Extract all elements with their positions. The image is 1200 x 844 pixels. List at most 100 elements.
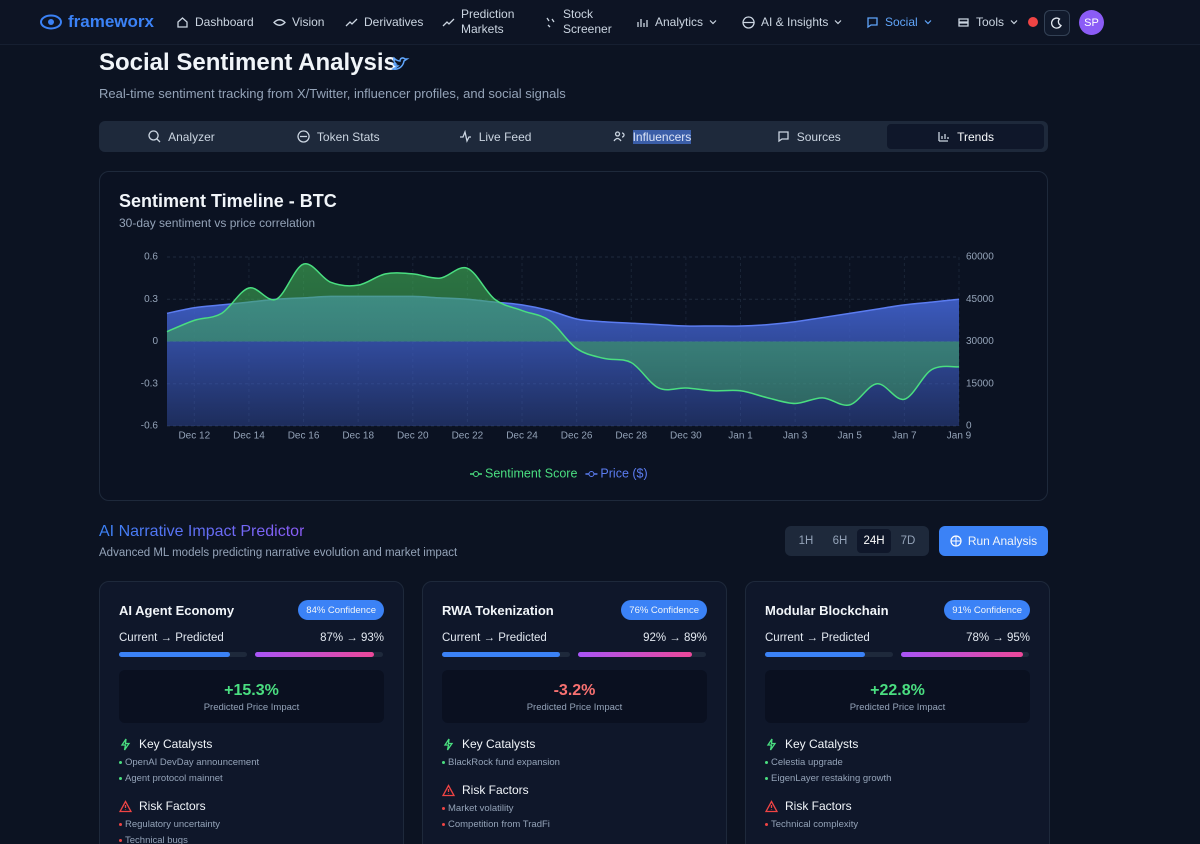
current-track	[119, 652, 247, 657]
current-bar	[119, 652, 231, 657]
chevron-shape	[924, 20, 932, 25]
nav-item[interactable]: Dashboard	[176, 0, 254, 44]
section-heading-text: Key Catalysts	[462, 737, 536, 751]
section-heading: Risk Factors	[442, 783, 707, 797]
icon-shape	[273, 18, 286, 26]
progress-text: 92% → 89%	[643, 632, 707, 644]
icon-shape	[345, 18, 358, 26]
icon	[177, 16, 188, 28]
x-tick-label: Dec 28	[615, 431, 647, 442]
predicted-track	[255, 652, 383, 657]
icon-shape	[442, 18, 455, 26]
theme-toggle[interactable]	[1044, 10, 1070, 36]
impact-box: +15.3% Predicted Price Impact	[119, 670, 384, 723]
icon	[442, 783, 455, 796]
x-tick-label: Dec 26	[561, 431, 593, 442]
tab-label: Trends	[957, 129, 995, 144]
brand[interactable]: frameworx	[68, 12, 154, 31]
y-tick-label: -0.3	[141, 378, 159, 389]
section-title: AI Narrative Impact Predictor	[99, 523, 305, 540]
chevron-shape	[1010, 20, 1018, 25]
list-text: BlackRock fund expansion	[448, 757, 560, 768]
y-tick-label: 0	[152, 336, 158, 347]
icon	[546, 17, 555, 27]
tab[interactable]: Live Feed	[417, 124, 574, 149]
nav-item[interactable]: Vision	[273, 0, 324, 44]
icon-shape	[637, 18, 648, 27]
nav-item[interactable]: Tools	[957, 0, 1018, 44]
legend-label: Price ($)	[600, 466, 647, 480]
icon-shape	[297, 130, 310, 143]
chart-card: Sentiment Timeline - BTC 30-day sentimen…	[99, 171, 1048, 501]
nav-item[interactable]: Prediction Markets	[442, 0, 522, 44]
tab-label: Sources	[796, 129, 841, 144]
current-bar	[765, 652, 865, 657]
icon	[297, 130, 310, 143]
current-track	[765, 652, 893, 657]
bullet	[119, 776, 122, 780]
confidence-badge: 84% Confidence	[298, 600, 384, 620]
nav-item[interactable]: Derivatives	[345, 0, 423, 44]
page-title: Social Sentiment Analysis	[99, 49, 397, 76]
tab[interactable]: Sources	[730, 124, 887, 149]
timeframe-button[interactable]: 6H	[832, 535, 848, 547]
prediction-card: Modular Blockchain 91% Confidence Current …	[745, 581, 1050, 844]
icon-shape	[148, 130, 161, 143]
list-text: Competition from TradFi	[448, 819, 550, 830]
impact-box: -3.2% Predicted Price Impact	[442, 670, 707, 723]
icon	[459, 130, 471, 143]
impact-value: +15.3%	[224, 682, 279, 699]
progress-label: Current → Predicted	[442, 632, 547, 644]
nav-item[interactable]: AI & Insights	[742, 0, 842, 44]
list-item: Competition from TradFi	[442, 819, 707, 830]
tab[interactable]: Influencers	[574, 124, 731, 149]
impact-label: Predicted Price Impact	[526, 702, 623, 713]
list-item: Celestia upgrade	[765, 757, 1030, 768]
nav-label: Derivatives	[364, 14, 424, 29]
tab[interactable]: Token Stats	[260, 124, 417, 149]
bullet	[765, 822, 768, 826]
nav-label: Prediction Markets	[461, 7, 515, 36]
section-heading-text: Key Catalysts	[785, 737, 859, 751]
icon-shape	[546, 17, 555, 27]
timeframe-button[interactable]: 7D	[900, 535, 916, 547]
predicted-bar	[255, 652, 375, 657]
nav-item[interactable]: Stock Screener	[544, 0, 624, 44]
timeframe-button[interactable]: 1H	[798, 535, 814, 547]
timeframe-button[interactable]: 24H	[857, 529, 891, 553]
icon-shape	[119, 799, 132, 812]
list-item: OpenAI DevDay announcement	[119, 757, 384, 768]
x-tick-label: Dec 30	[670, 431, 702, 442]
icon	[742, 15, 755, 29]
icon	[637, 18, 648, 27]
icon	[958, 17, 969, 27]
icon	[119, 799, 132, 812]
current-bar	[442, 652, 560, 657]
icon	[778, 131, 789, 143]
progress-text: 78% → 95%	[966, 632, 1030, 644]
navbar: frameworx Dashboard Vision Derivatives Pred…	[0, 0, 1200, 45]
section-heading: Risk Factors	[119, 799, 384, 813]
avatar[interactable]: SP	[1079, 10, 1104, 35]
icon-shape	[459, 130, 471, 143]
chevron	[834, 20, 842, 25]
section-heading-text: Key Catalysts	[139, 737, 213, 751]
icon	[867, 16, 878, 28]
icon	[442, 18, 455, 26]
y-tick-label: 0.6	[144, 252, 158, 263]
run-analysis-button[interactable]: Run Analysis	[939, 526, 1048, 556]
bullet	[442, 822, 445, 826]
chevron	[709, 20, 717, 25]
nav-item[interactable]: Analytics	[636, 0, 717, 44]
tab[interactable]: Analyzer	[103, 124, 260, 149]
icon-shape	[766, 738, 777, 750]
tab[interactable]: Trends	[887, 124, 1044, 149]
list-item: Regulatory uncertainty	[119, 819, 384, 830]
icon-shape	[613, 131, 625, 142]
nav-label: Stock Screener	[563, 7, 612, 36]
bullet	[119, 822, 122, 826]
icon-shape	[742, 15, 755, 29]
nav-item[interactable]: Social	[866, 0, 932, 44]
bullet	[765, 776, 768, 780]
list-text: Technical bugs	[125, 835, 188, 844]
